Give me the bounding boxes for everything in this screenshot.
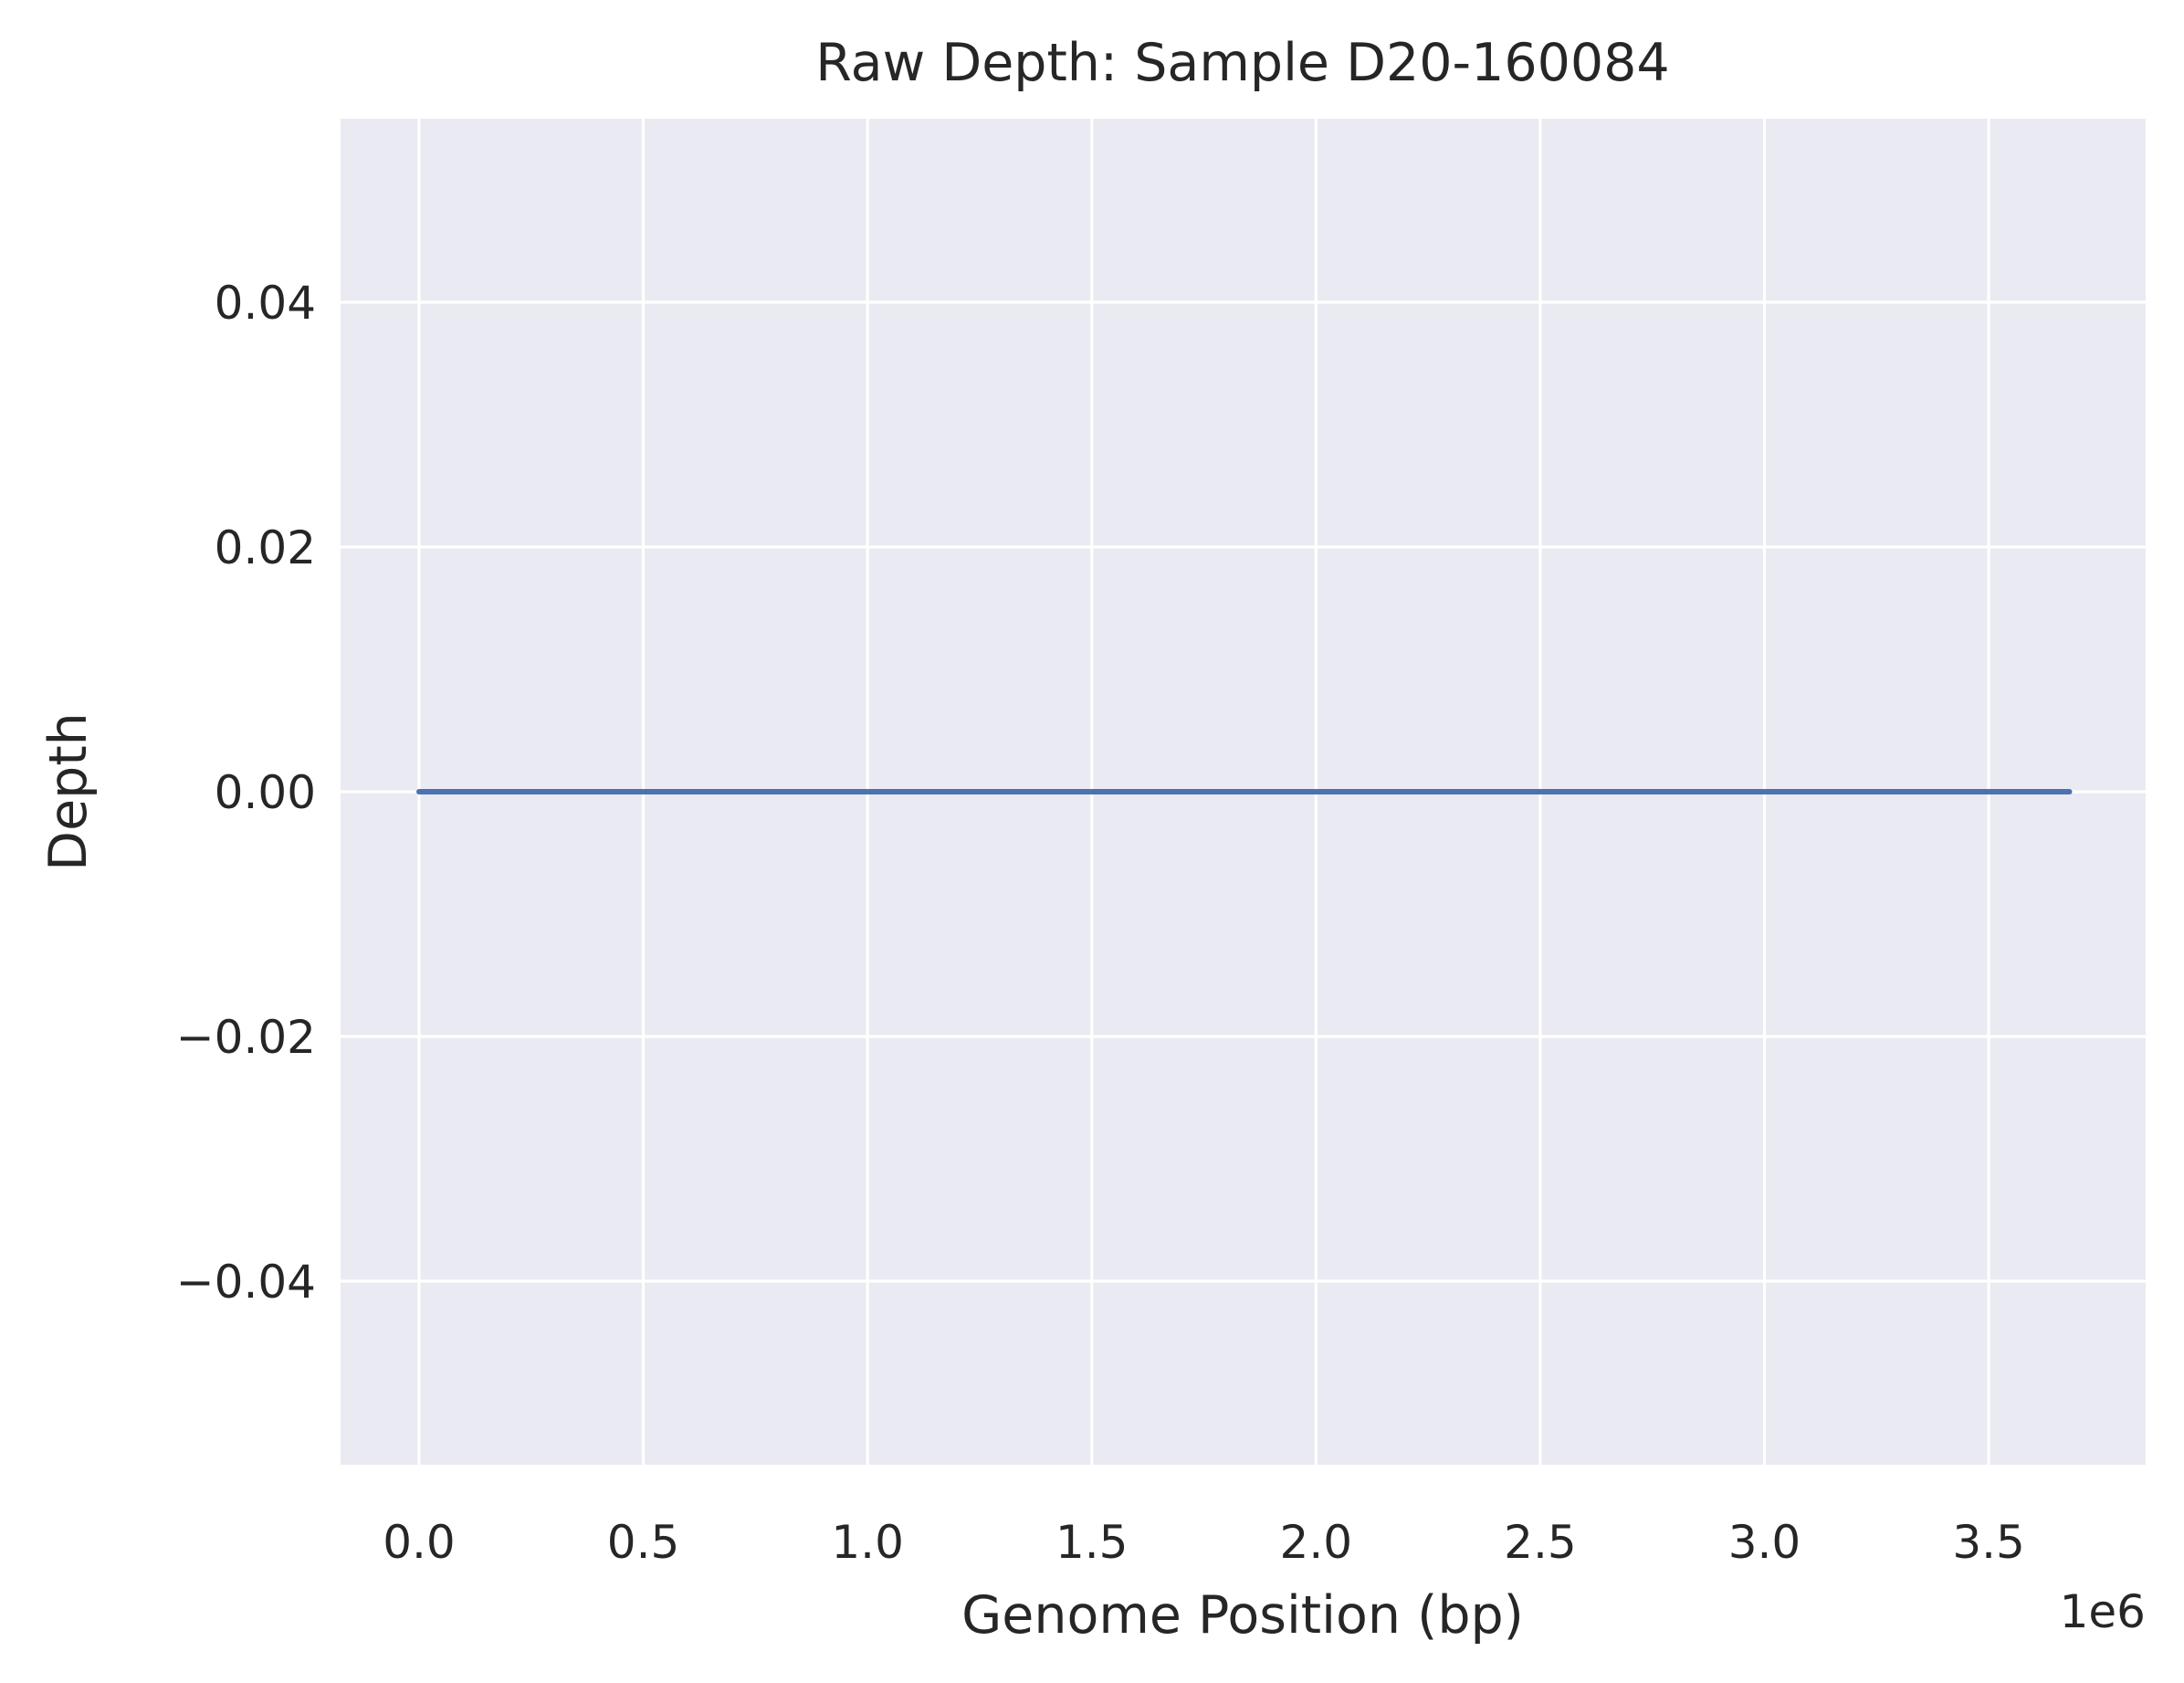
y-axis-label: Depth [38,712,99,871]
y-tick-label: −0.02 [176,1011,316,1064]
x-tick-label: 3.0 [1728,1516,1801,1569]
x-tick-label: 1.0 [831,1516,904,1569]
x-tick-label: 3.5 [1952,1516,2025,1569]
y-tick-label: 0.00 [215,766,316,819]
x-axis-offset-label: 1e6 [2060,1585,2146,1638]
y-tick-labels: −0.04 −0.02 0.00 0.02 0.04 [176,277,316,1309]
y-tick-label: −0.04 [176,1256,316,1309]
x-tick-label: 1.5 [1055,1516,1129,1569]
y-tick-label: 0.02 [215,521,316,574]
x-tick-label: 0.0 [383,1516,456,1569]
x-tick-label: 0.5 [607,1516,680,1569]
x-tick-label: 2.0 [1280,1516,1353,1569]
y-tick-label: 0.04 [215,277,316,330]
x-tick-label: 2.5 [1504,1516,1577,1569]
x-axis-label: Genome Position (bp) [961,1585,1524,1646]
x-tick-labels: 0.0 0.5 1.0 1.5 2.0 2.5 3.0 3.5 [383,1516,2025,1569]
chart-title: Raw Depth: Sample D20-160084 [815,33,1669,93]
